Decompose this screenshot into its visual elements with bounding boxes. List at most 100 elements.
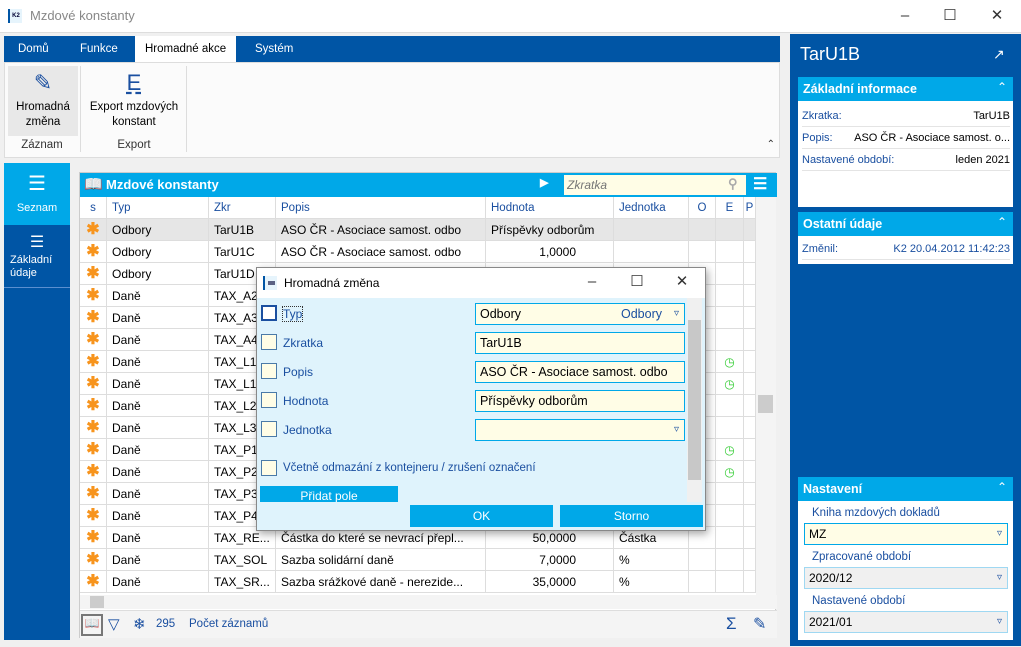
book-icon[interactable]: 📖 bbox=[81, 614, 103, 636]
nav-item-seznam[interactable]: ☰ Seznam bbox=[4, 163, 70, 225]
cell-o bbox=[689, 285, 716, 307]
tab-funkce[interactable]: Funkce bbox=[80, 43, 118, 55]
cell-o bbox=[689, 417, 716, 439]
setting-dropdown[interactable]: MZ ▿ bbox=[804, 523, 1008, 545]
search-input[interactable] bbox=[564, 175, 746, 195]
table-row[interactable]: ✱ Odbory TarU1B ASO ČR - Asociace samost. o… bbox=[80, 219, 756, 241]
table-row[interactable]: ✱ Odbory TarU1C ASO ČR - Asociace samost. o… bbox=[80, 241, 756, 263]
close-button[interactable]: ✕ bbox=[990, 7, 1004, 24]
maximize-button[interactable]: ☐ bbox=[943, 7, 957, 24]
field-input-zkratka[interactable]: TarU1B bbox=[475, 332, 685, 354]
field-checkbox-hodnota[interactable] bbox=[261, 392, 277, 408]
detail-value: TarU1B bbox=[973, 110, 1010, 122]
dialog-maximize-button[interactable]: ☐ bbox=[630, 273, 644, 290]
ok-button[interactable]: OK bbox=[410, 505, 553, 527]
cell-p bbox=[744, 307, 756, 329]
field-input-typ[interactable]: Odbory Odbory ▿ bbox=[475, 303, 685, 325]
field-input-jednotka[interactable]: ▿ bbox=[475, 419, 685, 441]
setting-dropdown[interactable]: 2021/01 ▿ bbox=[804, 611, 1008, 633]
export-icon: E bbox=[126, 70, 142, 95]
include-checkbox[interactable] bbox=[261, 460, 277, 476]
filter-icon[interactable]: ▽ bbox=[108, 616, 120, 633]
table-row[interactable]: ✱ Daně TAX_SR... Sazba srážkové daně - nere… bbox=[80, 571, 756, 593]
dropdown-icon[interactable]: ▿ bbox=[996, 616, 1002, 627]
mass-change-button[interactable]: ✎ Hromadná změna bbox=[8, 66, 78, 136]
scrollbar-thumb[interactable] bbox=[90, 596, 104, 608]
setting-dropdown[interactable]: 2020/12 ▿ bbox=[804, 567, 1008, 589]
dialog-close-button[interactable]: ✕ bbox=[675, 273, 689, 290]
cell-o bbox=[689, 373, 716, 395]
collapse-icon[interactable]: ⌃ bbox=[996, 80, 1007, 94]
minimize-button[interactable]: – bbox=[900, 7, 910, 24]
field-input-popis[interactable]: ASO ČR - Asociace samost. odbo bbox=[475, 361, 685, 383]
cell-hodnota: 50,0000 bbox=[486, 527, 614, 549]
cell-hodnota: 1,0000 bbox=[486, 241, 614, 263]
cell-e bbox=[716, 527, 744, 549]
dropdown-icon[interactable]: ▿ bbox=[996, 528, 1002, 539]
column-header-typ[interactable]: Typ bbox=[107, 197, 209, 219]
horizontal-scrollbar[interactable] bbox=[80, 595, 777, 609]
column-header-s[interactable]: s bbox=[80, 197, 107, 219]
cell-o bbox=[689, 461, 716, 483]
section-header[interactable]: Ostatní údaje bbox=[798, 212, 1013, 236]
column-header-e[interactable]: E bbox=[716, 197, 744, 219]
nav-item-zakladni-udaje[interactable]: ☰ Základní údaje bbox=[4, 226, 70, 288]
dropdown-icon[interactable]: ▿ bbox=[673, 424, 679, 435]
field-label: Popis bbox=[283, 365, 314, 379]
setting-label: Zpracované období bbox=[812, 551, 912, 563]
cell-typ: Daně bbox=[107, 505, 209, 527]
field-value: ASO ČR - Asociace samost. odbo bbox=[480, 365, 668, 379]
section-header[interactable]: Nastavení bbox=[798, 477, 1013, 501]
table-row[interactable]: ✱ Daně TAX_SOL Sazba solidární daně 7,0000% bbox=[80, 549, 756, 571]
cell-o bbox=[689, 263, 716, 285]
dialog-scrollbar[interactable] bbox=[687, 298, 702, 502]
cell-hodnota: 7,0000 bbox=[486, 549, 614, 571]
cell-hodnota: Příspěvky odborům bbox=[486, 219, 614, 241]
field-checkbox-jednotka[interactable] bbox=[261, 421, 277, 437]
column-header-jednotka[interactable]: Jednotka bbox=[614, 197, 689, 219]
column-header-popis[interactable]: Popis bbox=[276, 197, 486, 219]
field-checkbox-popis[interactable] bbox=[261, 363, 277, 379]
menu-icon[interactable]: ☰ bbox=[753, 176, 768, 193]
section-header[interactable]: Základní informace bbox=[798, 77, 1013, 101]
app-logo bbox=[263, 276, 277, 290]
play-dropdown-icon[interactable]: ▶ bbox=[540, 177, 549, 189]
scrollbar-thumb[interactable] bbox=[758, 395, 773, 413]
clock-icon: ◷ bbox=[724, 377, 735, 391]
add-field-button[interactable]: Přidat pole bbox=[260, 486, 398, 502]
vertical-scrollbar[interactable] bbox=[756, 197, 776, 597]
collapse-icon[interactable]: ⌃ bbox=[996, 215, 1007, 229]
popout-icon[interactable]: ↗ bbox=[993, 46, 1005, 62]
field-checkbox-zkratka[interactable] bbox=[261, 334, 277, 350]
tab-domu[interactable]: Domů bbox=[18, 43, 49, 55]
cancel-button[interactable]: Storno bbox=[560, 505, 703, 527]
dialog-minimize-button[interactable]: – bbox=[587, 273, 597, 290]
dropdown-icon[interactable]: ▿ bbox=[673, 308, 679, 319]
scrollbar-thumb[interactable] bbox=[688, 320, 701, 480]
field-input-hodnota[interactable]: Příspěvky odborům bbox=[475, 390, 685, 412]
column-header-zkr[interactable]: Zkr bbox=[209, 197, 276, 219]
cell-e bbox=[716, 395, 744, 417]
field-checkbox-typ[interactable] bbox=[261, 305, 277, 321]
collapse-icon[interactable]: ⌃ bbox=[996, 480, 1007, 494]
table-row[interactable]: ✱ Daně TAX_RE... Částka do které se nevrací… bbox=[80, 527, 756, 549]
column-header-hodnota[interactable]: Hodnota bbox=[486, 197, 614, 219]
star-icon: ✱ bbox=[80, 461, 107, 483]
edit-icon[interactable]: ✎ bbox=[753, 616, 767, 633]
star-icon: ✱ bbox=[80, 307, 107, 329]
dropdown-icon[interactable]: ▿ bbox=[996, 572, 1002, 583]
cell-typ: Odbory bbox=[107, 263, 209, 285]
column-header-o[interactable]: O bbox=[689, 197, 716, 219]
tab-system[interactable]: Systém bbox=[255, 43, 294, 55]
column-header-p[interactable]: P bbox=[744, 197, 756, 219]
collapse-ribbon-icon[interactable]: ⌃ bbox=[766, 139, 775, 150]
field-label: Jednotka bbox=[283, 423, 332, 437]
tab-hromadne-akce[interactable]: Hromadné akce bbox=[135, 36, 237, 62]
cell-p bbox=[744, 571, 756, 593]
cell-typ: Daně bbox=[107, 285, 209, 307]
cell-e: ◷ bbox=[716, 461, 744, 483]
snowflake-icon[interactable]: ❄ bbox=[133, 616, 146, 633]
export-button[interactable]: E Export mzdových konstant bbox=[83, 66, 185, 136]
sum-icon[interactable]: Σ bbox=[726, 614, 737, 633]
cell-p bbox=[744, 505, 756, 527]
